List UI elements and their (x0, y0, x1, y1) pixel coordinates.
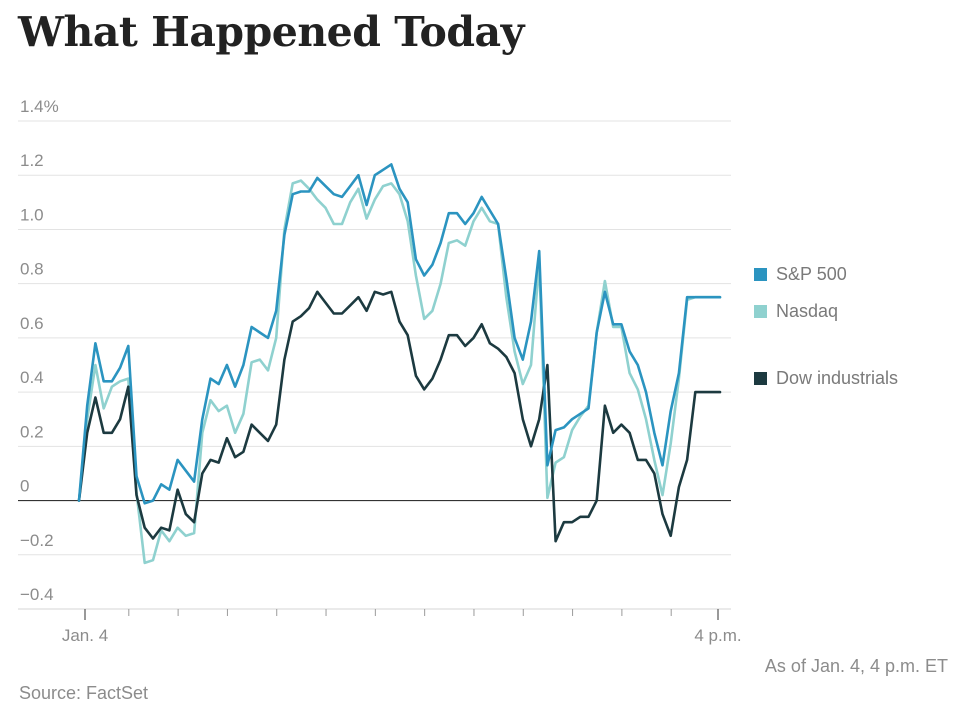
legend-swatch-dow (754, 372, 767, 385)
chart-title: What Happened Today (18, 8, 524, 56)
series-line-s-p-500 (77, 163, 722, 505)
legend: S&P 500 Nasdaq Dow industrials (754, 264, 954, 394)
series-lines (77, 163, 722, 565)
y-axis-tick-labels: 1.4% 1.2 1.0 0.8 0.6 0.4 0.2 0 −0.2 −0.4 (20, 97, 59, 604)
legend-item-nasdaq: Nasdaq (754, 301, 838, 322)
series-line-nasdaq (77, 179, 722, 565)
legend-item-sp500: S&P 500 (754, 264, 847, 285)
y-tick-label: 0.2 (20, 422, 44, 441)
timestamp-note: As of Jan. 4, 4 p.m. ET (764, 656, 948, 676)
gridlines (18, 120, 731, 610)
y-tick-label: 1.4% (20, 97, 59, 116)
y-tick-label: −0.4 (20, 585, 54, 604)
y-tick-label: −0.2 (20, 531, 54, 550)
legend-swatch-sp500 (754, 268, 767, 281)
y-tick-label: 0.6 (20, 314, 44, 333)
y-tick-label: 1.0 (20, 205, 44, 224)
x-tick-label: 4 p.m. (694, 626, 741, 645)
source-credit: Source: FactSet (19, 683, 149, 703)
series-line-dow-industrials (77, 290, 722, 543)
legend-swatch-nasdaq (754, 305, 767, 318)
legend-label-nasdaq: Nasdaq (776, 301, 839, 321)
y-tick-label: 0.4 (20, 368, 44, 387)
y-tick-label: 0 (20, 477, 29, 496)
legend-label-dow: Dow industrials (776, 368, 899, 388)
legend-label-sp500: S&P 500 (776, 264, 847, 284)
y-tick-label: 1.2 (20, 151, 44, 170)
y-tick-label: 0.8 (20, 260, 44, 279)
x-axis: Jan. 4 4 p.m. (18, 608, 742, 645)
legend-item-dow: Dow industrials (754, 368, 898, 389)
x-tick-label: Jan. 4 (62, 626, 108, 645)
